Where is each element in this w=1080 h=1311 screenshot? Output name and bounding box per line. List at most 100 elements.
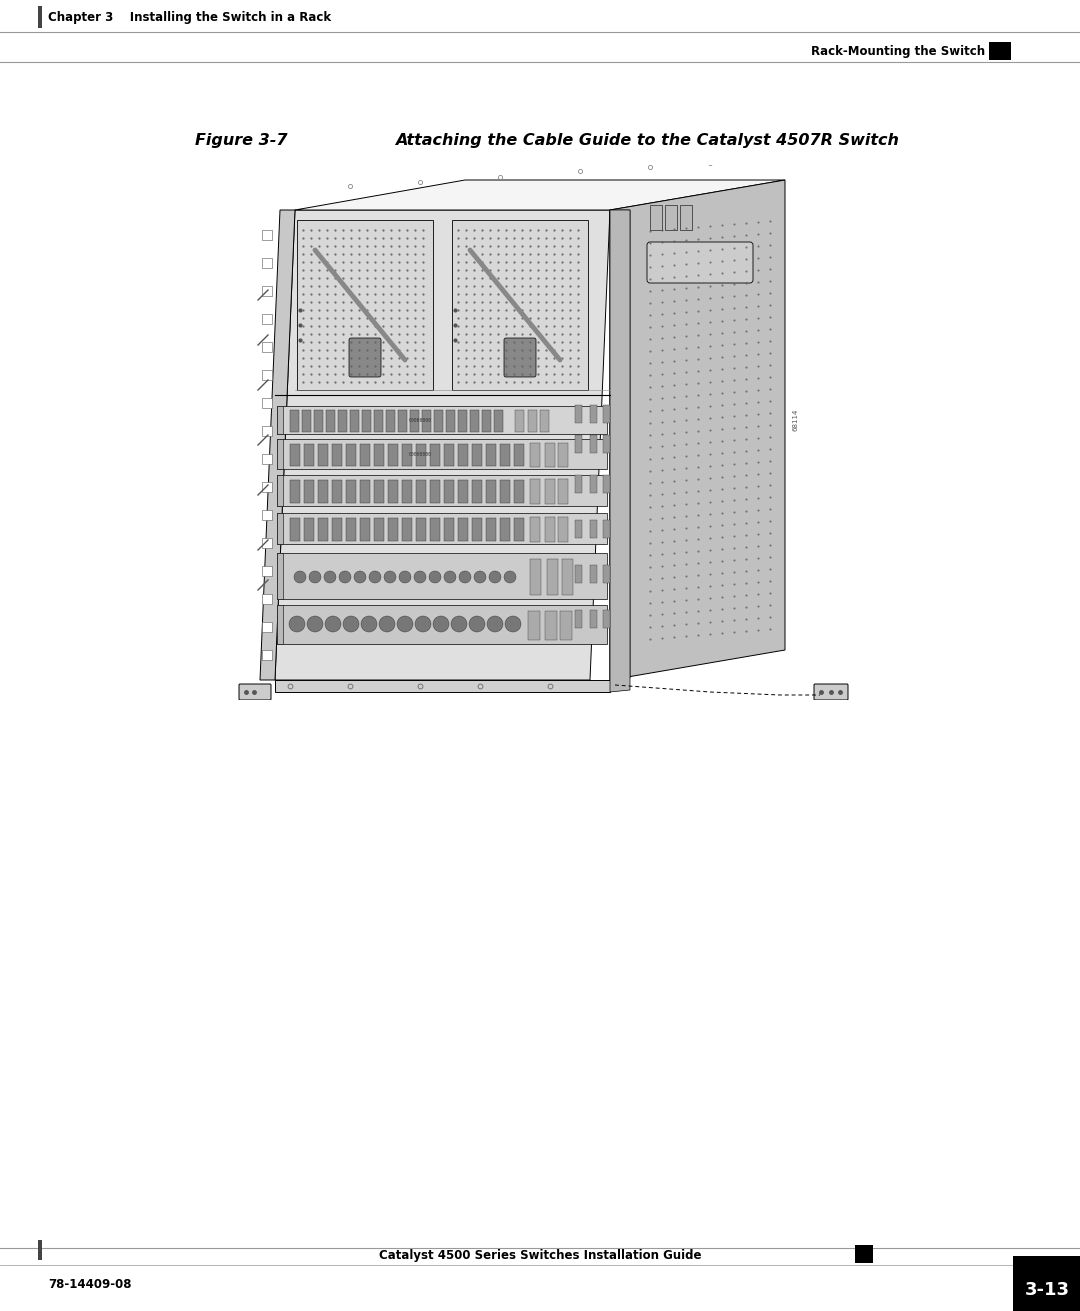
Bar xyxy=(332,444,342,465)
Bar xyxy=(989,42,1011,60)
Bar xyxy=(297,220,433,389)
Bar xyxy=(388,444,399,465)
Bar xyxy=(545,443,555,467)
Bar xyxy=(430,444,440,465)
Bar xyxy=(262,258,272,267)
Bar xyxy=(575,520,582,538)
Bar xyxy=(332,518,342,541)
Circle shape xyxy=(444,572,456,583)
Bar xyxy=(545,479,555,503)
Bar xyxy=(303,480,314,503)
Bar xyxy=(276,439,607,469)
Bar xyxy=(540,410,549,433)
Bar xyxy=(500,518,510,541)
Polygon shape xyxy=(610,210,630,692)
Bar xyxy=(590,610,597,628)
Bar xyxy=(332,480,342,503)
Bar xyxy=(500,444,510,465)
Bar xyxy=(430,480,440,503)
Bar xyxy=(276,439,283,469)
Bar xyxy=(422,410,431,433)
Bar xyxy=(613,589,621,600)
Bar xyxy=(346,518,356,541)
Bar xyxy=(262,566,272,576)
Bar xyxy=(291,444,300,465)
Bar xyxy=(276,475,607,506)
Bar xyxy=(558,443,568,467)
Bar xyxy=(262,229,272,240)
Bar xyxy=(262,510,272,520)
Bar xyxy=(291,480,300,503)
Bar xyxy=(650,205,662,229)
Bar xyxy=(276,475,283,506)
Bar xyxy=(262,342,272,351)
Bar xyxy=(38,7,42,28)
Polygon shape xyxy=(275,680,610,692)
Bar xyxy=(613,429,621,440)
Bar xyxy=(613,269,621,281)
Bar xyxy=(386,410,395,433)
Circle shape xyxy=(339,572,351,583)
Circle shape xyxy=(415,616,431,632)
Text: 00000000: 00000000 xyxy=(408,417,432,422)
Bar xyxy=(399,410,407,433)
Circle shape xyxy=(397,616,413,632)
Bar xyxy=(558,479,568,503)
Bar xyxy=(613,333,621,345)
Circle shape xyxy=(504,572,516,583)
Bar xyxy=(1013,1256,1080,1311)
Bar xyxy=(613,302,621,313)
Bar xyxy=(434,410,443,433)
Bar xyxy=(430,518,440,541)
Bar xyxy=(472,480,482,503)
Bar xyxy=(458,480,468,503)
Bar xyxy=(360,518,370,541)
Bar xyxy=(613,557,621,569)
Bar xyxy=(545,517,555,541)
Bar xyxy=(444,444,454,465)
Circle shape xyxy=(451,616,467,632)
Bar xyxy=(665,205,677,229)
Circle shape xyxy=(324,572,336,583)
Bar xyxy=(514,518,524,541)
Bar xyxy=(318,444,328,465)
Polygon shape xyxy=(275,210,610,680)
Circle shape xyxy=(294,572,306,583)
Bar xyxy=(362,410,372,433)
Bar xyxy=(338,410,347,433)
Bar xyxy=(276,604,607,644)
Bar xyxy=(302,410,311,433)
Bar xyxy=(262,594,272,604)
Bar xyxy=(558,517,568,541)
Bar xyxy=(472,444,482,465)
Bar xyxy=(613,364,621,378)
Bar xyxy=(262,650,272,659)
Circle shape xyxy=(379,616,395,632)
Text: Chapter 3    Installing the Switch in a Rack: Chapter 3 Installing the Switch in a Rac… xyxy=(48,10,332,24)
Bar xyxy=(613,397,621,409)
Bar xyxy=(613,621,621,633)
Bar xyxy=(561,611,572,640)
Bar xyxy=(262,286,272,296)
Bar xyxy=(276,513,283,544)
Circle shape xyxy=(369,572,381,583)
Text: 78-14409-08: 78-14409-08 xyxy=(48,1278,132,1291)
Bar xyxy=(546,558,558,595)
FancyBboxPatch shape xyxy=(647,243,753,283)
Bar xyxy=(528,611,540,640)
Bar xyxy=(262,426,272,437)
Bar xyxy=(613,524,621,538)
Circle shape xyxy=(429,572,441,583)
Circle shape xyxy=(489,572,501,583)
Bar xyxy=(374,480,384,503)
Bar xyxy=(486,480,496,503)
Bar xyxy=(613,461,621,473)
Text: 68114: 68114 xyxy=(792,409,798,431)
Circle shape xyxy=(433,616,449,632)
Bar xyxy=(603,435,610,454)
Bar xyxy=(350,410,359,433)
Bar xyxy=(575,610,582,628)
Bar xyxy=(388,480,399,503)
Bar xyxy=(262,315,272,324)
Bar xyxy=(360,444,370,465)
